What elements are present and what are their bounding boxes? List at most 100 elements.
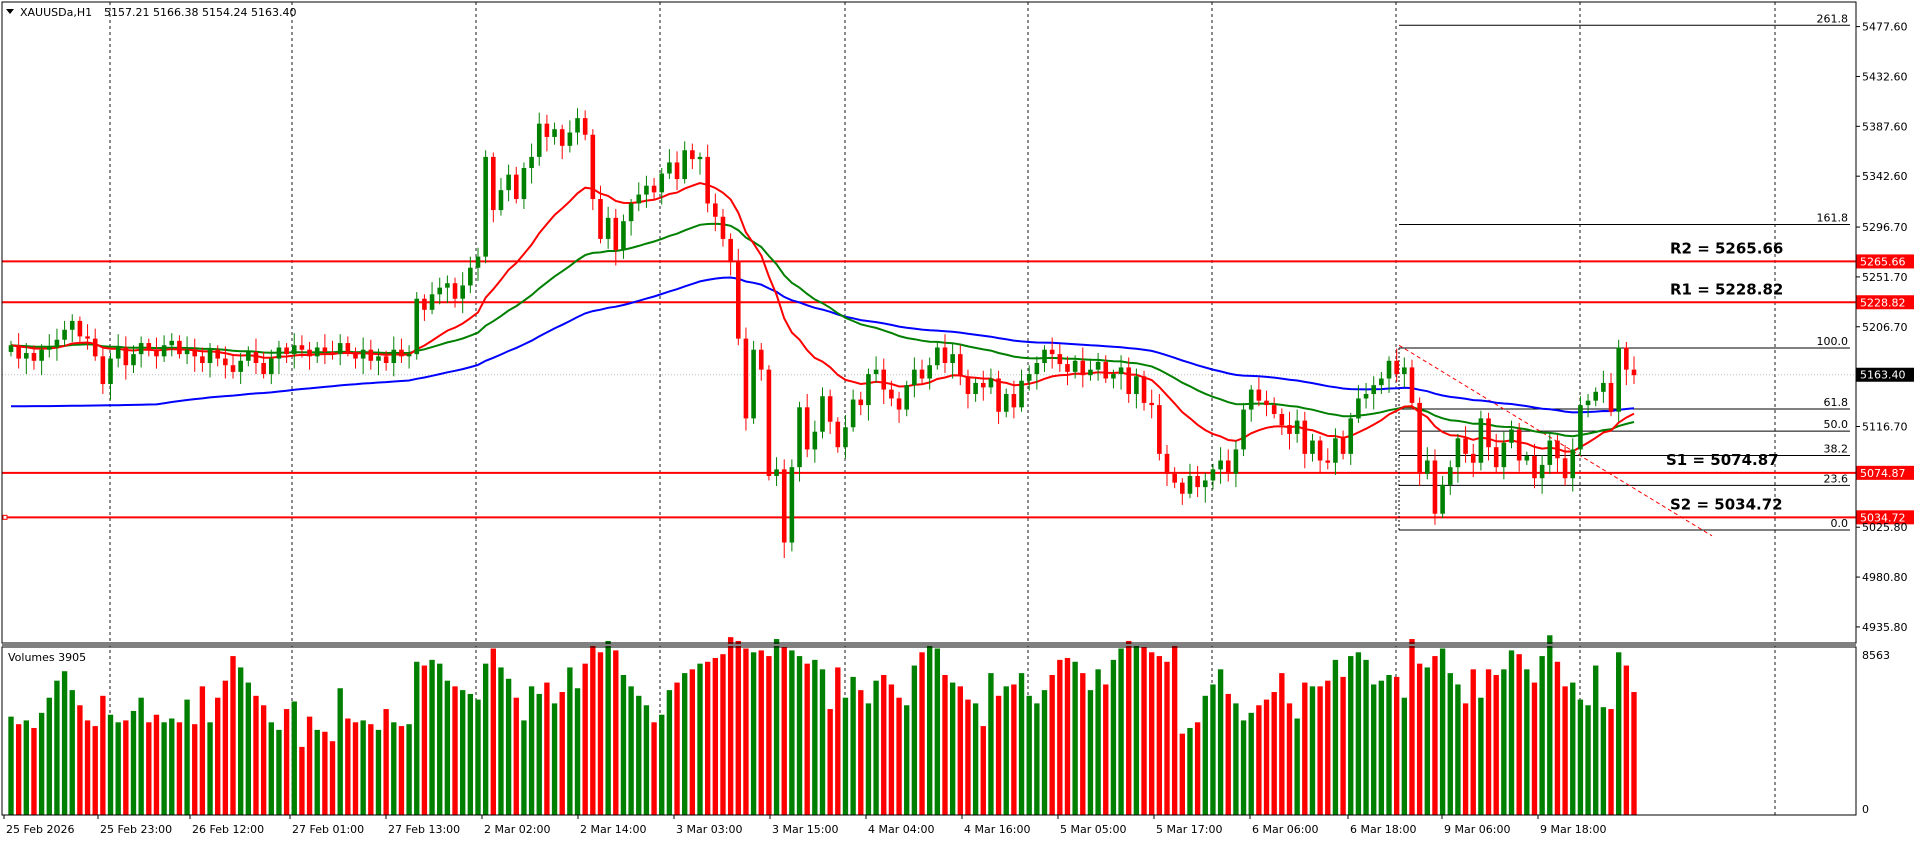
candle-body <box>1478 418 1484 463</box>
volume-bar <box>1286 703 1293 815</box>
volume-bar <box>1164 661 1170 815</box>
candle-body <box>980 382 986 388</box>
volume-bar <box>1539 656 1545 815</box>
volume-bar <box>651 722 657 815</box>
candle <box>360 337 366 375</box>
fib-level-label: 23.6 <box>1824 472 1849 485</box>
candle <box>230 355 236 379</box>
candle <box>1317 436 1323 474</box>
candle-body <box>743 338 749 419</box>
candle-body <box>1402 367 1407 375</box>
volume-bar <box>1034 703 1040 815</box>
candle <box>1241 402 1246 457</box>
candle-body <box>536 123 542 157</box>
candle <box>108 353 113 400</box>
candle <box>1455 433 1461 483</box>
candle-body <box>1225 460 1231 474</box>
candle <box>1294 409 1300 443</box>
volume-bar <box>1072 661 1078 815</box>
candle <box>1049 337 1055 369</box>
candle <box>605 206 611 249</box>
candle-body <box>1302 420 1308 454</box>
volume-bar <box>38 712 45 815</box>
level-caption-s1: S1 = 5074.87 <box>1666 451 1779 469</box>
candle-body <box>330 351 335 355</box>
candle-body <box>184 349 190 355</box>
candle-body <box>192 349 198 357</box>
candle <box>414 292 420 360</box>
candle-body <box>521 167 527 200</box>
price-tick-label: 5342.60 <box>1862 170 1908 183</box>
candle-body <box>383 356 389 363</box>
volume-bar <box>54 680 60 815</box>
volume-bar <box>161 722 167 815</box>
candle <box>1340 430 1346 460</box>
volume-bar <box>1118 648 1124 815</box>
candle-body <box>376 356 381 361</box>
volume-bar <box>666 690 673 815</box>
price-pane-frame <box>1 1 1857 644</box>
candle <box>1402 357 1407 388</box>
candle-body <box>1616 347 1621 412</box>
candle <box>1264 390 1269 417</box>
candle-body <box>896 398 902 410</box>
candle-body <box>506 174 511 191</box>
candle <box>1072 355 1078 379</box>
candle-body <box>307 349 312 357</box>
candle-body <box>881 369 887 390</box>
candle <box>62 320 67 347</box>
volume-bar <box>1309 686 1316 815</box>
candle-body <box>161 345 167 357</box>
candle-body <box>1425 460 1430 474</box>
candle-body <box>659 173 665 193</box>
level-price-tag-r1 <box>1856 295 1914 310</box>
volume-bar <box>1156 656 1163 815</box>
volume-bar <box>1332 659 1339 815</box>
volume-bar <box>31 727 37 815</box>
volume-bar <box>123 720 129 815</box>
candle <box>858 391 864 416</box>
volume-bar <box>659 714 665 815</box>
candle-body <box>1111 374 1116 379</box>
candle <box>1057 344 1063 372</box>
volume-bar <box>1095 669 1101 815</box>
candle-body <box>1417 402 1422 474</box>
candle-body <box>475 256 481 268</box>
candle-body <box>314 347 320 357</box>
candle <box>713 193 718 232</box>
volume-bar <box>1600 707 1607 815</box>
volume-bar <box>628 686 634 815</box>
candle <box>758 343 764 381</box>
candle <box>1111 369 1116 389</box>
candle-body <box>284 347 289 355</box>
candle <box>330 340 335 360</box>
candle <box>812 420 818 463</box>
volume-bar <box>383 709 389 815</box>
volume-bar <box>827 709 833 815</box>
candle-body <box>1585 400 1591 406</box>
volume-bar <box>796 656 803 815</box>
candle <box>1524 451 1530 465</box>
candle <box>1585 394 1591 418</box>
time-tick-label: 5 Mar 05:00 <box>1060 823 1126 836</box>
volume-bar <box>23 720 29 815</box>
volume-bar <box>720 654 726 815</box>
volume-bar <box>199 686 206 815</box>
volume-bar <box>391 722 397 815</box>
volume-bar <box>643 705 650 815</box>
candle-body <box>498 190 504 211</box>
volume-bar <box>574 688 581 815</box>
candle <box>1616 339 1621 422</box>
candle-body <box>1080 360 1086 376</box>
candle-body <box>1256 389 1262 401</box>
candle <box>200 347 205 372</box>
candle <box>1440 476 1445 519</box>
candle <box>24 343 29 375</box>
volume-bar <box>1103 684 1109 815</box>
dropdown-triangle-icon[interactable] <box>6 9 14 14</box>
candle <box>1333 428 1338 475</box>
volume-bar <box>1416 663 1423 815</box>
volume-bar <box>245 682 252 815</box>
